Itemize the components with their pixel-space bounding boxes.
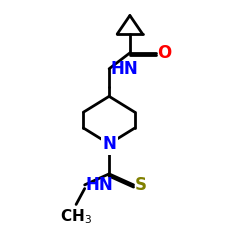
Text: CH$_3$: CH$_3$ — [60, 207, 92, 226]
Text: N: N — [102, 135, 116, 153]
Text: HN: HN — [110, 60, 138, 78]
Text: O: O — [157, 44, 171, 62]
Text: HN: HN — [86, 176, 114, 194]
Text: S: S — [135, 176, 147, 194]
